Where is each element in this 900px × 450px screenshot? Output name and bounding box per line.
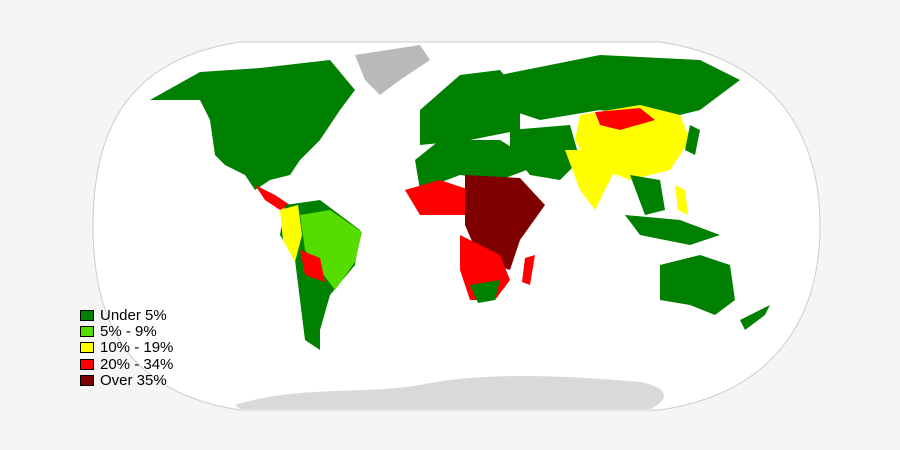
legend-label: Over 35% [100,371,167,389]
legend-swatch [80,358,94,370]
legend-label: 5% - 9% [100,322,157,340]
legend-swatch [80,374,94,386]
bolivia-red [300,250,325,282]
antarctica [235,376,664,409]
europe [420,70,520,145]
australia [660,255,735,315]
legend-item-5-9: 5% - 9% [80,322,173,340]
madagascar [522,255,535,285]
central-america [255,185,290,210]
north-america [150,60,355,190]
japan [685,125,700,155]
africa-north [415,140,540,190]
new-zealand [740,305,770,330]
india [565,150,615,210]
legend-item-under-5: Under 5% [80,306,173,324]
mongolia [595,108,655,130]
brazil [300,210,362,290]
russia-asia [500,55,740,120]
legend-swatch [80,342,94,354]
legend-item-over-35: Over 35% [80,371,173,389]
philippines [675,185,688,215]
southeast-asia [630,175,665,215]
andes-yellow [280,205,302,262]
legend-swatch [80,309,94,321]
indonesia [625,215,720,245]
legend-label: Under 5% [100,306,167,324]
south-africa [470,280,500,303]
legend-item-20-34: 20% - 34% [80,355,174,373]
legend-label: 10% - 19% [100,339,174,357]
africa-central [465,175,545,270]
africa-west [405,180,470,215]
legend-item-10-19: 10% - 19% [80,339,174,357]
legend-swatch [80,325,94,337]
legend: Under 5% 5% - 9% 10% - 19% 20% - 34% Ove… [80,306,174,389]
legend-label: 20% - 34% [100,355,174,373]
greenland [355,45,430,95]
